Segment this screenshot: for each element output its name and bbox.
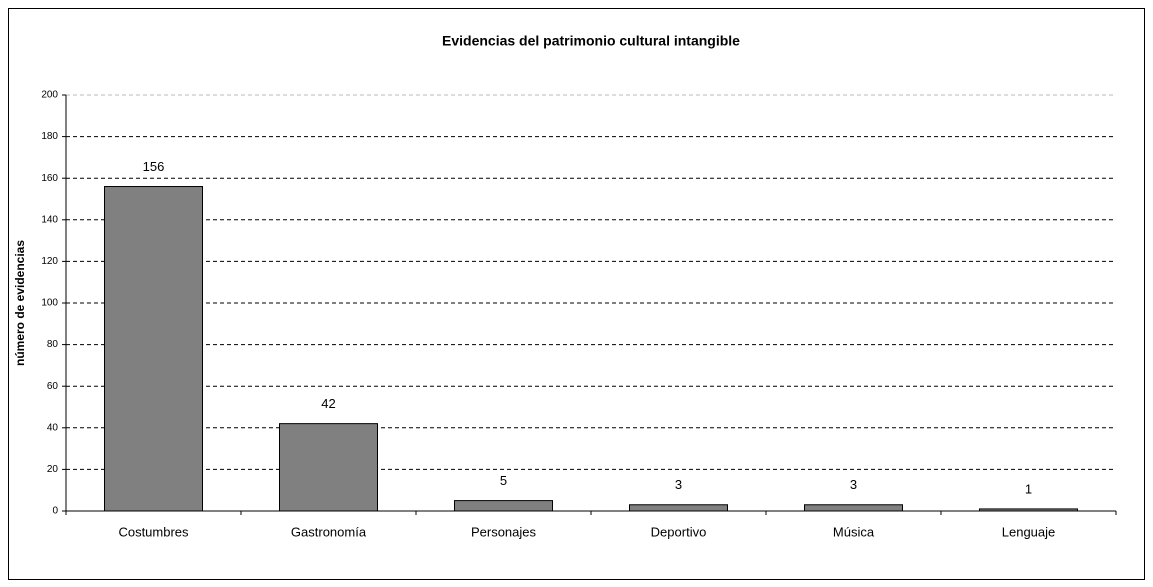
y-tick-label: 0 [52, 506, 58, 517]
y-tick-label: 180 [41, 131, 58, 142]
chart-title: Evidencias del patrimonio cultural intan… [442, 33, 740, 49]
y-tick-label: 160 [41, 173, 58, 184]
x-tick-label: Gastronomía [291, 524, 367, 539]
data-label: 5 [500, 473, 507, 488]
y-tick-label: 40 [47, 422, 59, 433]
x-tick-label: Lenguaje [1002, 524, 1056, 539]
x-tick-label: Deportivo [651, 524, 707, 539]
bar [454, 500, 553, 512]
y-tick-label: 140 [41, 214, 58, 225]
x-tick-label: Música [833, 524, 875, 539]
y-axis-label: número de evidencias [13, 240, 27, 366]
data-label: 156 [143, 159, 165, 174]
y-tick-label: 60 [47, 381, 59, 392]
y-tick-label: 120 [41, 256, 58, 267]
bar [979, 508, 1078, 512]
data-label: 3 [675, 477, 682, 492]
y-tick-label: 100 [41, 298, 58, 309]
bar [104, 186, 203, 512]
data-label: 1 [1025, 481, 1032, 496]
y-tick-label: 200 [41, 90, 58, 101]
x-tick-label: Personajes [471, 524, 537, 539]
x-tick-label: Costumbres [118, 524, 189, 539]
bar [279, 423, 378, 512]
data-label: 3 [850, 477, 857, 492]
data-label: 42 [321, 396, 335, 411]
bar [804, 504, 903, 512]
bar [629, 504, 728, 512]
y-tick-label: 20 [47, 464, 59, 475]
y-tick-label: 80 [47, 339, 59, 350]
